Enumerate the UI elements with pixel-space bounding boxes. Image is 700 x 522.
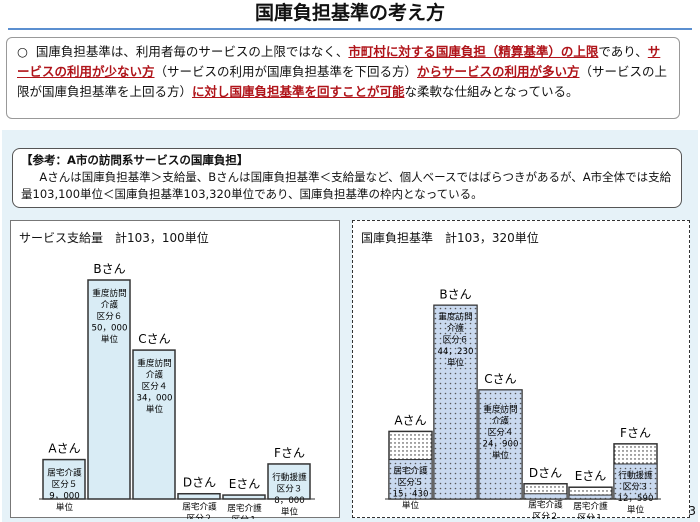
bar-label: 居宅介護 [182, 501, 217, 513]
intro-part: （サービスの上限が国庫負担基準を上回る方） [17, 64, 668, 99]
category-label: Fさん [620, 426, 651, 440]
intro-part: であり、 [598, 44, 648, 59]
bar-label: 介護 [447, 322, 465, 334]
category-label: Fさん [274, 446, 305, 460]
category-label: Aさん [48, 442, 80, 456]
standard-bar-base-2 [433, 304, 478, 500]
category-label: Aさん [394, 413, 426, 427]
bar-label: 単位 [56, 501, 74, 513]
standard-panel-title: 国庫負担基準 計103，320単位 [361, 231, 539, 245]
page-number: 3 [688, 504, 696, 518]
reference-body: Aさんは国庫負担基準＞支給量、Bさんは国庫負担基準＜支給量など、個人ベースではば… [21, 170, 672, 201]
bar-label: 重度訪問 [92, 287, 126, 299]
bar-label: 34，000 [137, 394, 173, 404]
bar-label: 区分３ [623, 481, 649, 492]
bar-label: 区分５ [398, 477, 424, 488]
bar-label: 単位 [447, 356, 465, 368]
bar-label: 区分１ [232, 515, 258, 519]
standard-bar-base-1 [388, 459, 433, 500]
bar-label: 単位 [627, 503, 645, 515]
bar-label: 単位 [146, 403, 164, 415]
bar-label: 単位 [402, 499, 420, 511]
bar-label: 24，900 [483, 439, 519, 449]
bar-label: 区分２ [533, 511, 559, 519]
title-underline [8, 28, 692, 30]
supply-panel-title: サービス支給量 計103，100単位 [19, 231, 209, 245]
supply-bar-6 [267, 463, 311, 500]
category-label: Eさん [575, 469, 607, 483]
standard-bar-base-3 [478, 389, 523, 500]
page-title: 国庫負担基準の考え方 [254, 2, 445, 24]
bar-label: 区分６ [97, 311, 123, 322]
bar-label: 居宅介護 [528, 499, 563, 511]
bar-label: 区分４ [142, 381, 168, 392]
standard-chart: Aさん居宅介護区分５15，430単位Bさん重度訪問介護区分６44，230単位Cさ… [385, 287, 661, 519]
bar-label: 居宅介護 [47, 467, 82, 479]
intro-bullet: ○ [17, 44, 28, 59]
bar-label: 単位 [281, 505, 299, 517]
intro-part: サービスの利用が少ない方 [17, 44, 661, 79]
intro-part: からサービスの利用が多い方 [417, 64, 580, 79]
bar-label: 重度訪問 [137, 357, 171, 369]
intro-part: 市町村に対する国庫負担（精算基準）の上限 [348, 44, 599, 59]
bar-label: 9，000 [49, 492, 79, 502]
category-label: Cさん [484, 372, 516, 386]
intro-part: 国庫負担基準は、利用者毎のサービスの上限ではなく、 [35, 44, 349, 59]
intro-part: な柔軟な仕組みとなっている。 [404, 84, 579, 99]
category-label: Eさん [229, 477, 261, 491]
bar-label: 8，000 [274, 496, 304, 506]
bar-label: 介護 [492, 414, 510, 426]
bar-label: 行動援護 [272, 471, 307, 483]
bar-label: 重度訪問 [483, 403, 517, 415]
bar-label: 15，430 [393, 490, 429, 500]
bar-label: 区分２ [187, 513, 213, 519]
category-label: Bさん [93, 262, 125, 276]
bar-label: 介護 [101, 299, 119, 311]
bar-label: 区分４ [488, 427, 514, 438]
bar-label: 単位 [492, 449, 510, 461]
intro-text: 国庫負担基準は、利用者毎のサービスの上限ではなく、市町村に対する国庫負担（精算基… [17, 44, 667, 99]
category-label: Dさん [183, 476, 216, 490]
bar-label: 44，230 [438, 347, 474, 357]
bar-label: 50，000 [92, 324, 128, 334]
bar-label: 重度訪問 [438, 310, 472, 322]
bar-label: 区分１ [578, 513, 604, 519]
reference-heading: 【参考：A市の訪問系サービスの国庫負担】 [21, 153, 249, 167]
category-label: Bさん [439, 287, 471, 301]
bar-label: 区分６ [443, 334, 469, 345]
standard-bar-base-6 [613, 463, 658, 500]
supply-bar-4 [177, 492, 221, 500]
supply-bar-3 [132, 349, 176, 500]
category-label: Cさん [138, 332, 170, 346]
bar-label: 区分５ [52, 479, 78, 490]
bar-label: 単位 [101, 333, 119, 345]
intro-part: （サービスの利用が国庫負担基準を下回る方） [154, 64, 418, 79]
supply-bar-2 [87, 279, 131, 500]
bar-label: 居宅介護 [573, 500, 608, 512]
supply-bar-5 [222, 494, 266, 500]
intro-part: に対し国庫負担基準を回すことが可能 [192, 84, 405, 99]
bar-label: 居宅介護 [393, 465, 428, 477]
bar-label: 行動援護 [618, 469, 653, 481]
category-label: Dさん [529, 466, 562, 480]
supply-panel: サービス支給量 計103，100単位 Aさん 居宅介護 区分５ 9，000 単位 Bさん重… [10, 220, 340, 519]
bar-label: 介護 [146, 369, 164, 381]
supply-bar-1 [42, 458, 86, 500]
standard-bar-base-5 [568, 494, 613, 500]
standard-panel: 国庫負担基準 計103，320単位 Aさん 居宅介護 区分５ 15，430 単位 Bさん重… [352, 220, 690, 519]
bar-label: 区分３ [277, 483, 303, 494]
reference-box: 【参考：A市の訪問系サービスの国庫負担】 Aさんは国庫負担基準＞支給量、Bさんは… [12, 148, 682, 208]
bar-label: 居宅介護 [227, 502, 262, 514]
intro-box: ○ 国庫負担基準は、利用者毎のサービスの上限ではなく、市町村に対する国庫負担（精… [6, 37, 680, 119]
standard-bar-base-4 [523, 493, 568, 500]
